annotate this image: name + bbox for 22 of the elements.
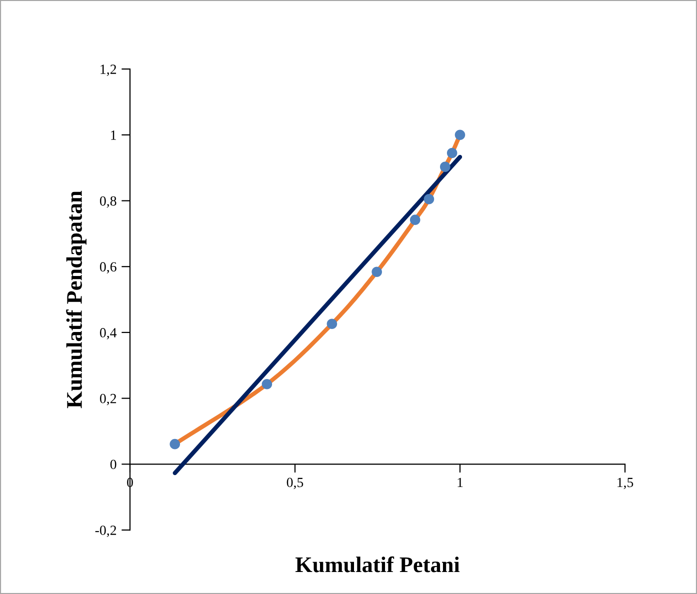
y-tick-label: 0 <box>110 460 116 470</box>
point <box>446 148 458 158</box>
x-tick-label: 0,5 <box>286 478 304 490</box>
y-tick-label: 1 <box>111 130 116 140</box>
point <box>262 379 272 390</box>
y-tick-label: -0,2 <box>95 526 116 537</box>
point <box>170 438 180 450</box>
x-tick-label: 1,5 <box>618 478 634 490</box>
x-tick-label: 1 <box>458 478 463 487</box>
point <box>410 214 420 225</box>
point <box>454 130 466 140</box>
point <box>372 266 382 278</box>
point <box>440 162 450 172</box>
y-tick-label: 0,2 <box>100 394 116 406</box>
y-tick-label: 1,2 <box>100 64 116 76</box>
y-axis-title: Kumulatif Pendapatan <box>66 190 86 408</box>
y-tick-label: 0,4 <box>100 328 117 340</box>
y-tick-label: 0,8 <box>100 196 116 208</box>
x-axis-title: Kumulatif Petani <box>295 556 460 572</box>
y-tick-label: 0,6 <box>100 262 116 274</box>
point <box>326 318 338 330</box>
point <box>424 194 434 204</box>
